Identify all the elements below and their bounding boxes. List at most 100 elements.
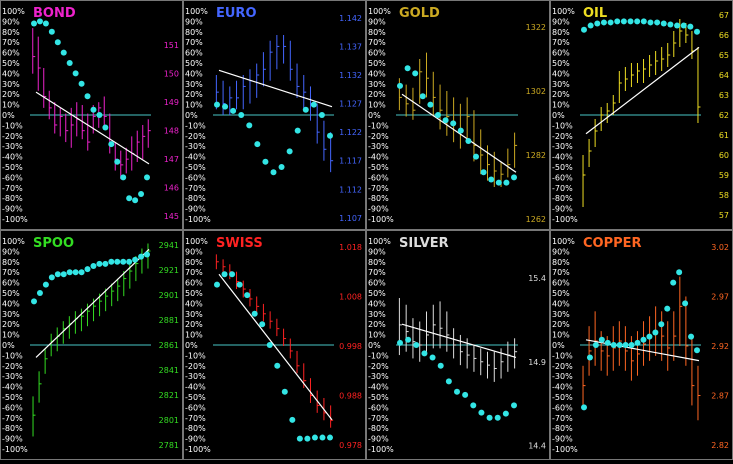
- price-bar: [37, 36, 41, 91]
- left-tick-label: 50%: [552, 59, 570, 68]
- trend-line: [35, 248, 150, 358]
- trend-line: [218, 273, 333, 421]
- price-bar: [630, 63, 634, 87]
- oscillator-dot: [270, 169, 277, 176]
- right-tick-label: 151: [164, 41, 179, 50]
- right-tick-label: 66: [719, 31, 729, 40]
- oscillator-dot: [450, 120, 457, 127]
- left-tick-label: 100%: [368, 7, 391, 16]
- price-bar: [667, 43, 671, 67]
- left-tick-label: -30%: [2, 372, 23, 381]
- left-tick-label: 50%: [2, 59, 20, 68]
- oscillator-dot: [587, 22, 594, 29]
- left-tick-label: 10%: [368, 331, 386, 340]
- left-tick-label: -100%: [185, 215, 211, 224]
- left-tick-label: -20%: [368, 132, 389, 141]
- price-bar: [70, 107, 74, 148]
- oscillator-dot: [90, 262, 97, 269]
- left-tick-label: 10%: [2, 101, 20, 110]
- left-tick-label: 60%: [368, 279, 386, 288]
- oscillator-dot: [266, 342, 273, 348]
- left-tick-label: 10%: [368, 101, 386, 110]
- price-bar: [242, 280, 246, 298]
- price-bar: [111, 283, 115, 307]
- left-tick-label: 50%: [368, 59, 386, 68]
- left-tick-label: -20%: [552, 362, 573, 371]
- price-bar: [480, 129, 484, 175]
- left-tick-label: 60%: [185, 49, 203, 58]
- left-tick-label: 40%: [185, 69, 203, 78]
- left-tick-label: -90%: [552, 205, 573, 214]
- left-tick-label: -80%: [552, 424, 573, 433]
- left-tick-label: 100%: [368, 237, 391, 246]
- oscillator-dot: [457, 127, 464, 134]
- left-tick-label: 10%: [185, 101, 203, 110]
- right-tick-label: 1.127: [339, 100, 362, 109]
- oscillator-dot: [31, 20, 37, 27]
- left-tick-label: -60%: [2, 173, 23, 182]
- panel-border: [366, 0, 550, 230]
- trend-line: [218, 69, 333, 108]
- right-tick-label: 1322: [526, 23, 546, 32]
- left-tick-label: 20%: [368, 90, 386, 99]
- price-bar: [109, 113, 113, 154]
- price-bar: [38, 371, 42, 403]
- left-tick-label: -40%: [2, 383, 23, 392]
- oscillator-dot: [610, 342, 617, 348]
- left-tick-label: -80%: [552, 194, 573, 203]
- price-bar: [48, 90, 52, 120]
- right-tick-label: 149: [164, 98, 179, 107]
- left-tick-label: 10%: [2, 331, 20, 340]
- right-tick-label: 65: [719, 51, 729, 60]
- price-bar: [493, 351, 497, 382]
- left-tick-label: -30%: [185, 372, 206, 381]
- oscillator-dot: [262, 158, 269, 165]
- oscillator-dot: [622, 342, 629, 348]
- oscillator-dot: [289, 416, 296, 423]
- left-tick-label: 50%: [185, 59, 203, 68]
- oscillator-dot: [304, 435, 311, 442]
- left-tick-label: 0%: [185, 341, 198, 350]
- right-tick-label: 150: [164, 70, 179, 79]
- right-tick-label: 2921: [159, 266, 179, 275]
- price-bar: [269, 311, 273, 329]
- oscillator-dot: [246, 122, 253, 129]
- right-tick-label: 1282: [526, 151, 546, 160]
- oscillator-dot: [670, 279, 677, 286]
- left-tick-label: -60%: [368, 173, 389, 182]
- oscillator-dot: [221, 271, 228, 278]
- left-tick-label: -30%: [368, 372, 389, 381]
- price-bar: [439, 84, 443, 130]
- oscillator-dot: [627, 18, 634, 25]
- left-tick-label: 100%: [2, 7, 25, 16]
- right-tick-label: 2.82: [711, 441, 729, 450]
- oscillator-dot: [412, 70, 419, 77]
- left-tick-label: 40%: [2, 299, 20, 308]
- oscillator-dot: [310, 101, 317, 108]
- left-tick-label: 80%: [552, 28, 570, 37]
- oscillator-dot: [132, 256, 139, 263]
- panel-silver: 100%90% 80%70% 60%50%40% 30%20% 10%0%-10% -20…: [366, 230, 550, 460]
- panel-title: BOND: [33, 6, 76, 21]
- left-tick-label: 80%: [2, 28, 20, 37]
- left-tick-label: 70%: [2, 268, 20, 277]
- left-tick-label: 60%: [2, 49, 20, 58]
- oscillator-dot: [281, 388, 288, 395]
- price-bar: [289, 40, 293, 81]
- price-bar: [62, 321, 66, 344]
- left-tick-label: -100%: [2, 445, 28, 454]
- price-bar: [249, 289, 253, 307]
- panel-euro: 100%90% 80%70% 60%50%40% 30%20% 10%0%-10% -20…: [183, 0, 366, 230]
- oscillator-dot: [42, 20, 49, 27]
- price-bar: [276, 318, 280, 337]
- oscillator-dot: [254, 141, 261, 148]
- right-tick-label: 3.02: [711, 243, 729, 252]
- price-bar: [242, 75, 246, 110]
- oscillator-dot: [694, 347, 700, 354]
- left-tick-label: -50%: [2, 163, 23, 172]
- oscillator-dot: [84, 266, 91, 273]
- oscillator-dot: [614, 18, 621, 25]
- right-tick-label: 67: [719, 11, 729, 20]
- right-tick-label: 15.4: [528, 274, 546, 283]
- left-tick-label: 0%: [552, 111, 565, 120]
